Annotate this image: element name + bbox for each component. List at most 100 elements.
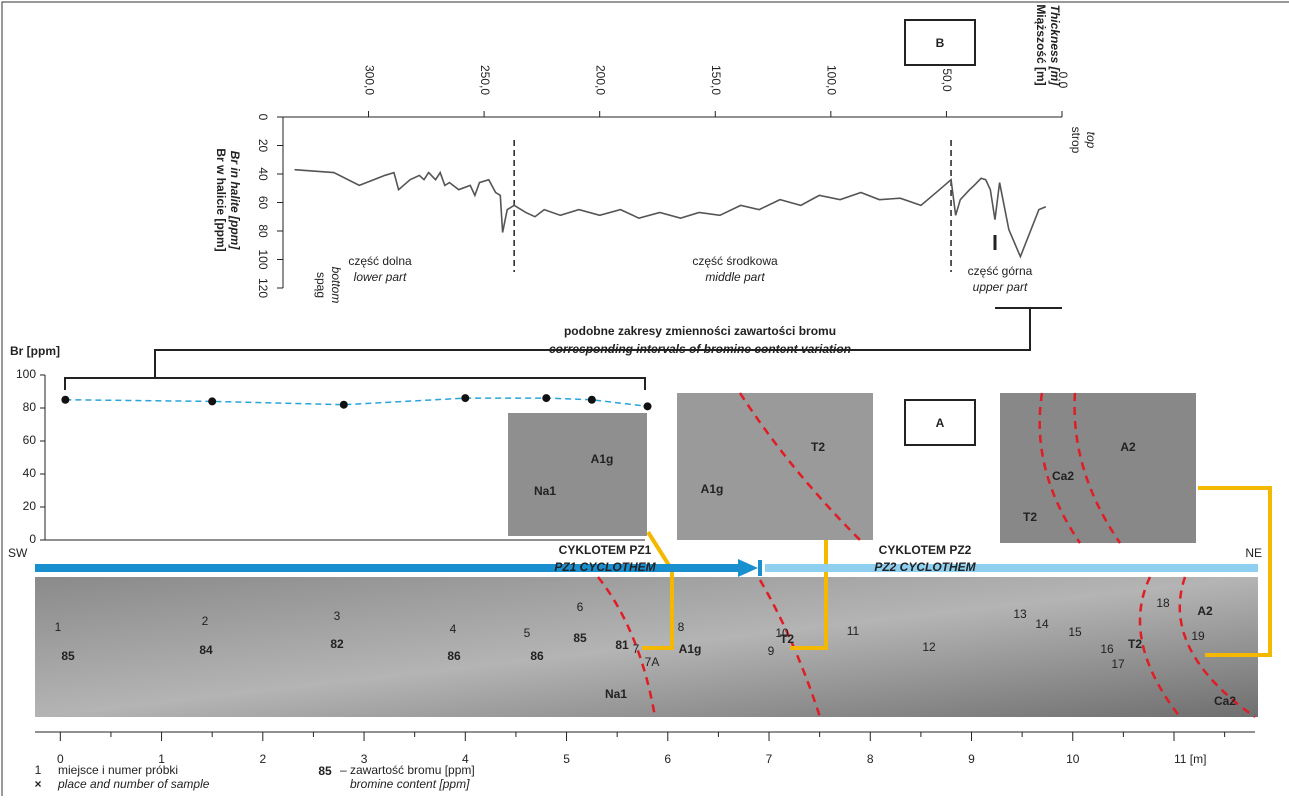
label: bottom [329,267,343,304]
legend-symbol: 85 [318,764,332,778]
sample-number: 7A [645,655,660,669]
rock-label: A1g [591,452,614,466]
y-tick-label: 100 [16,367,36,381]
panel-label: B [936,36,945,50]
sample-number: 8 [678,620,685,634]
y-tick-label: 0 [256,114,270,121]
sample-number: 2 [202,614,209,628]
label: SW [8,546,28,560]
rock-label: T2 [1023,510,1037,524]
sample-number: 1 [55,620,62,634]
legend-text: place and number of sample [57,777,210,791]
sample-bromine: 85 [61,649,75,663]
label: PZ1 CYCLOTHEM [554,560,656,574]
sample-number: 9 [768,644,775,658]
x-tick-label: 7 [766,752,773,766]
x-tick-label: 150,0 [709,65,723,95]
y-tick-label: 20 [23,499,37,513]
x-tick-label: 1 [158,752,165,766]
label: top [1084,132,1098,149]
label: CYKLOTEM PZ1 [559,543,652,557]
label: część środkowa [692,254,778,268]
sample-number: 5 [524,626,531,640]
x-tick-label: 50,0 [940,68,954,92]
data-point [61,396,69,404]
x-tick-label: 300,0 [362,65,376,95]
x-tick-label: 11 [m] [1174,752,1206,766]
x-tick-label: 9 [968,752,975,766]
axis-title: Miąższość [m] [1034,4,1048,85]
inset-photo [508,413,647,536]
rock-label: Ca2 [1052,469,1074,483]
label: lower part [354,270,407,284]
rock-label: A2 [1120,440,1136,454]
label: część dolna [348,254,412,268]
sample-number: 11 [847,624,860,638]
x-tick-label: 4 [462,752,469,766]
label: PZ2 CYCLOTHEM [874,560,976,574]
panel-label: A [936,416,945,430]
rock-label: T2 [811,440,825,454]
data-point [340,401,348,409]
rock-label: A1g [679,642,702,656]
figure: B Apodobne zakresy zmienności zawartości … [0,0,1289,796]
rock-label: T2 [780,632,794,646]
sample-number: 19 [1191,629,1205,643]
y-tick-label: 20 [256,139,270,153]
axis-title: Br in halite [ppm] [228,151,242,251]
data-line [295,170,1046,257]
label: NE [1245,546,1262,560]
axis-title: Br [ppm] [10,344,60,358]
y-tick-label: 60 [256,196,270,210]
rock-label: A2 [1197,604,1213,618]
y-tick-label: 80 [256,224,270,238]
x-tick-label: 200,0 [594,65,608,95]
label: middle part [705,270,765,284]
sample-number: 4 [450,622,457,636]
rock-label: Ca2 [1214,694,1236,708]
legend-symbol: × [34,777,41,791]
x-tick-label: 100,0 [825,65,839,95]
sample-bromine: 81 [615,638,629,652]
x-tick-label: 5 [563,752,570,766]
data-point [208,397,216,405]
label: CYKLOTEM PZ2 [879,543,972,557]
sample-number: 17 [1111,657,1125,671]
data-point [542,394,550,402]
data-point [588,396,596,404]
bracket [65,378,645,390]
sample-bromine: 85 [573,631,587,645]
x-tick-label: 8 [867,752,874,766]
label: upper part [973,280,1028,294]
label: spąg [314,272,328,298]
rock-label: Na1 [605,687,627,701]
x-tick-label: 2 [259,752,266,766]
rock-label: Na1 [534,484,556,498]
sample-number: 7 [633,642,640,656]
y-tick-label: 100 [256,249,270,269]
label: podobne zakresy zmienności zawartości br… [564,324,836,338]
sample-number: 14 [1035,617,1049,631]
sample-bromine: 82 [330,637,344,651]
y-tick-label: 40 [23,466,37,480]
sample-number: 18 [1156,596,1170,610]
y-tick-label: 60 [23,433,37,447]
sample-number: 3 [334,609,341,623]
label: strop [1069,127,1083,154]
x-tick-label: 3 [361,752,368,766]
rock-label: T2 [1128,637,1142,651]
data-point [644,402,652,410]
sample-number: 6 [577,600,584,614]
sample-number: 15 [1068,625,1082,639]
x-tick-label: 250,0 [478,65,492,95]
data-point [461,394,469,402]
y-tick-label: 40 [256,167,270,181]
sample-bromine: 84 [199,643,213,657]
x-tick-label: 0 [57,752,64,766]
x-tick-label: 6 [664,752,671,766]
x-tick-label: 10 [1066,752,1080,766]
label: część górna [968,264,1033,278]
legend-symbol: 1 [35,763,42,777]
y-tick-label: 120 [256,278,270,298]
sample-number: 16 [1100,642,1114,656]
